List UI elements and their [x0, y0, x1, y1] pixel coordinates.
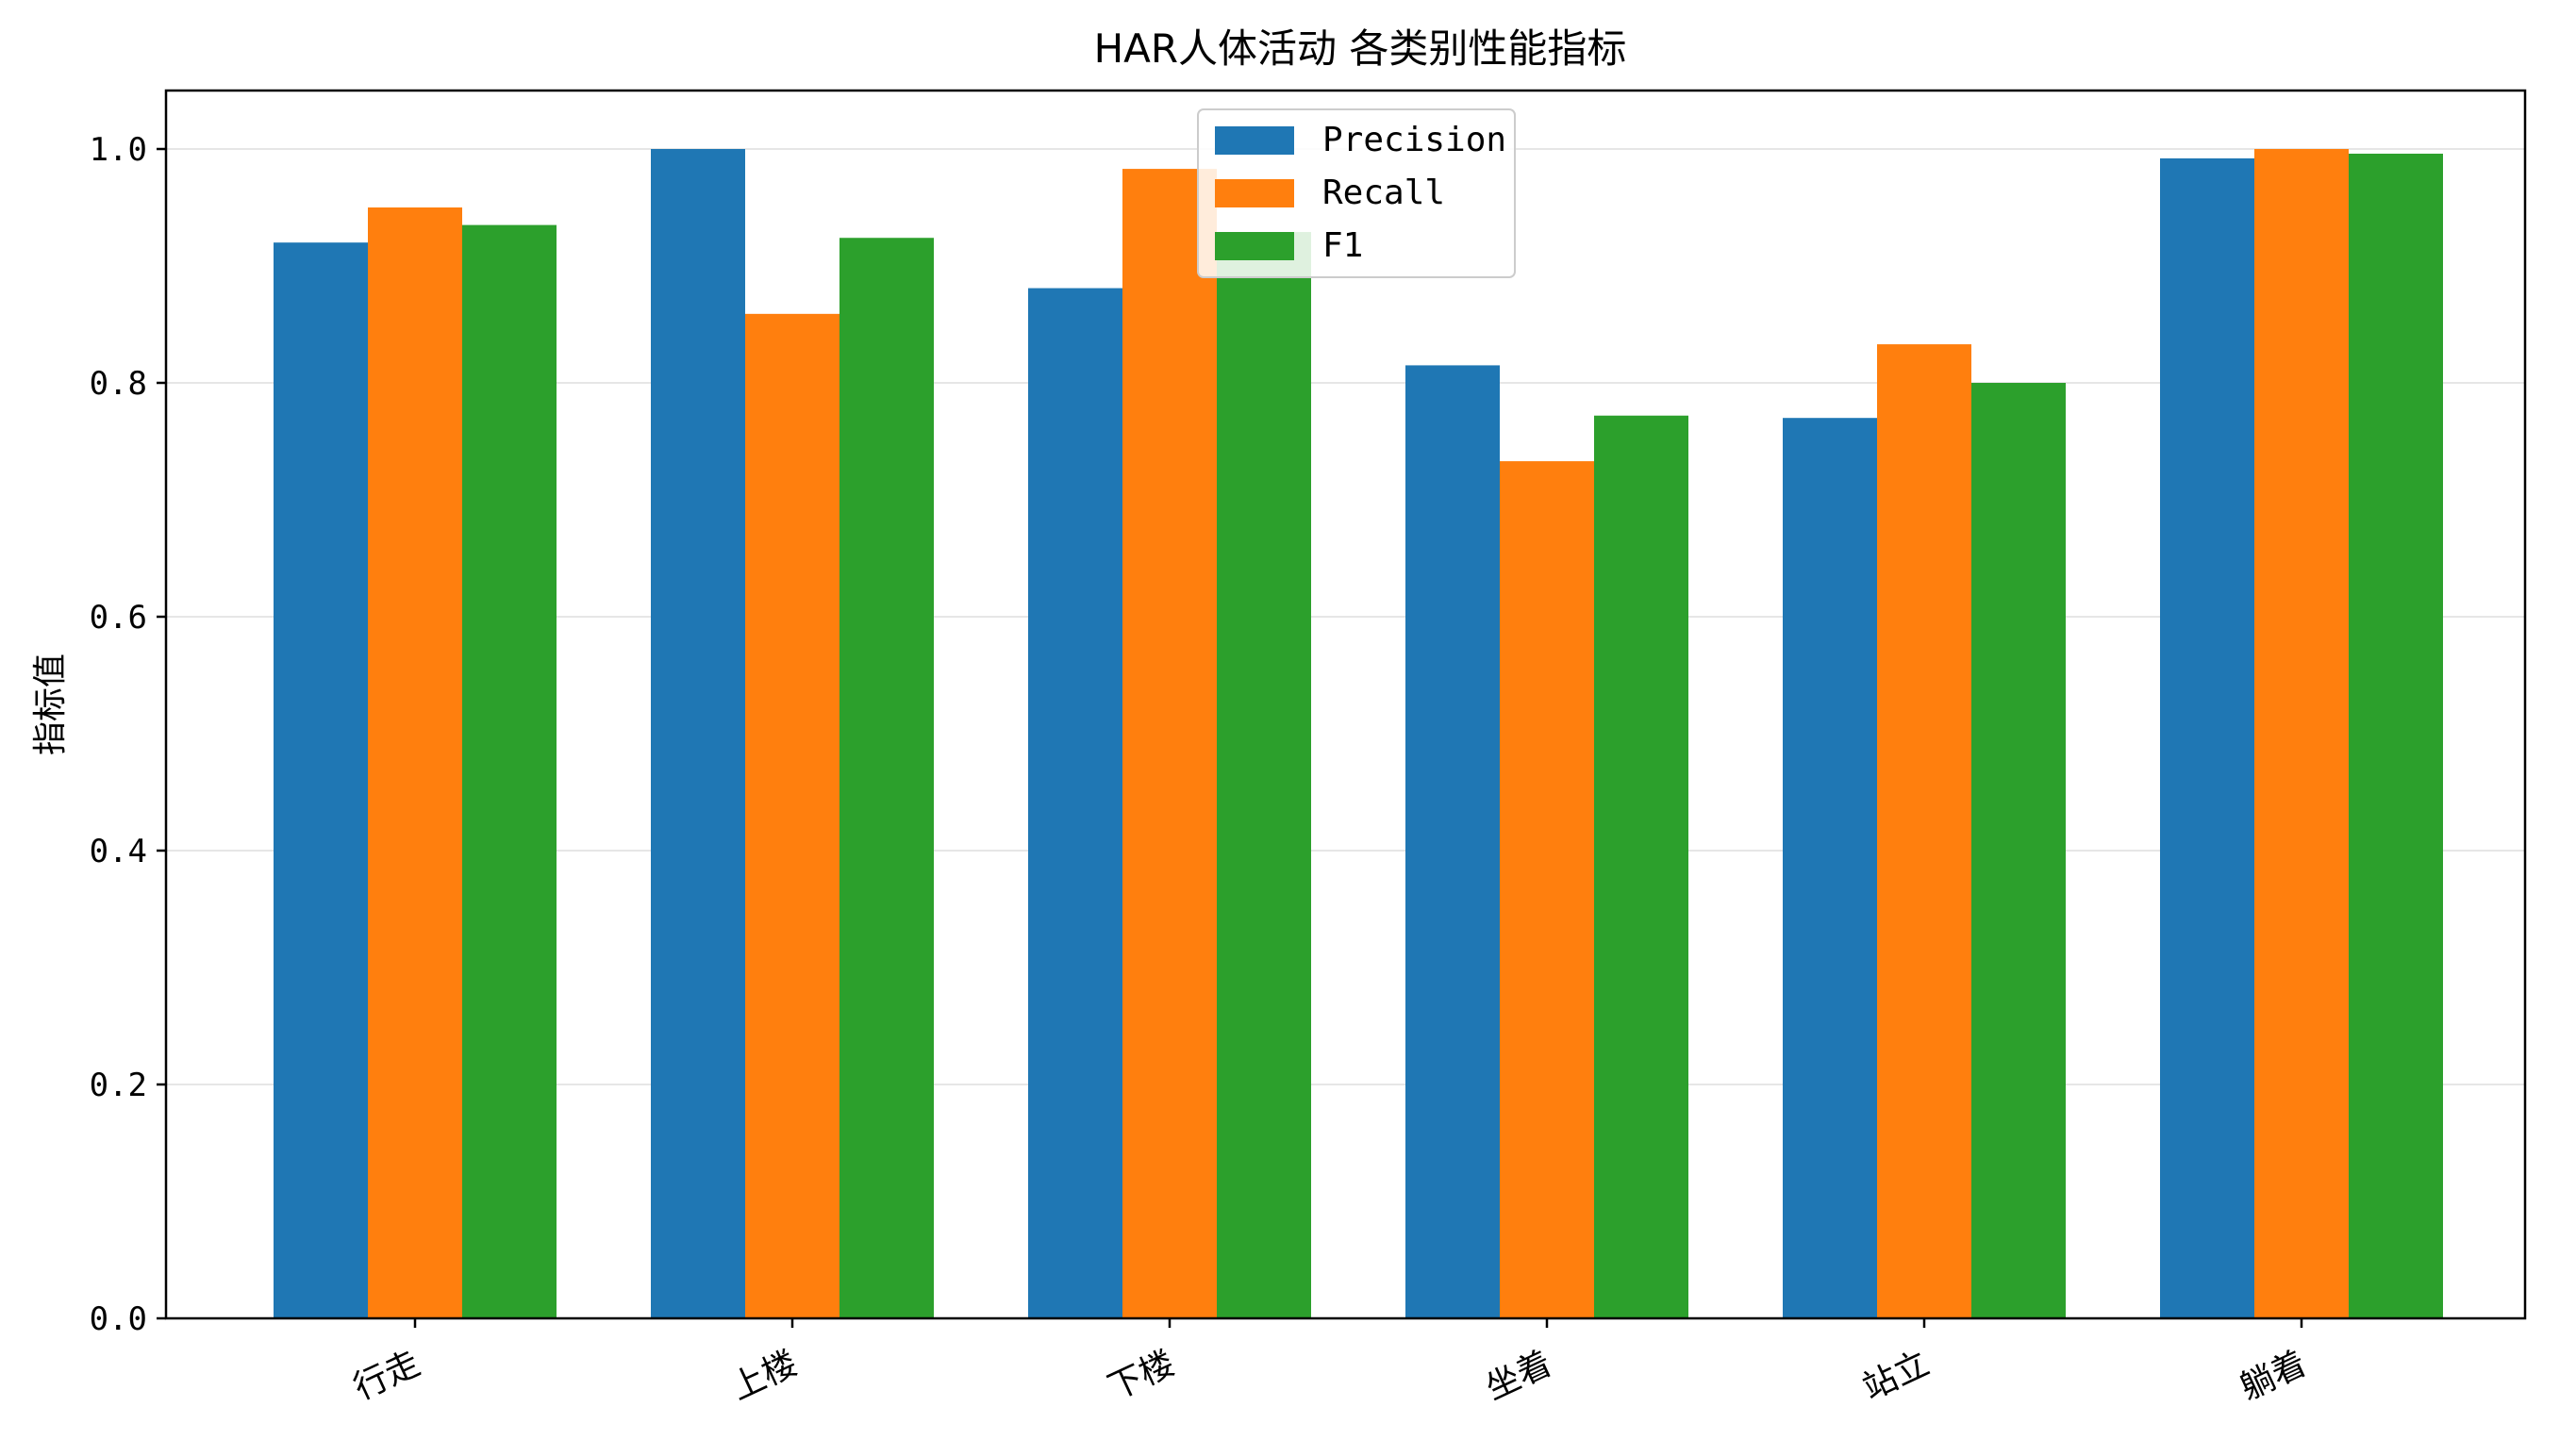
- legend-swatch-precision: [1215, 126, 1294, 155]
- y-axis: 0.0 0.2 0.4 0.6 0.8 1.0: [90, 131, 166, 1338]
- y-tick-label: 0.8: [90, 365, 147, 403]
- plot-frame: [164, 89, 2527, 1320]
- bar-f1-1: [839, 238, 934, 1319]
- bar-precision-3: [1405, 365, 1500, 1318]
- bar-precision-1: [651, 149, 745, 1318]
- legend-label-precision: Precision: [1322, 121, 1506, 159]
- bar-f1-0: [462, 224, 557, 1319]
- bar-recall-0: [368, 207, 462, 1318]
- y-tick-label: 0.2: [90, 1067, 147, 1104]
- y-axis-label: 指标值: [31, 654, 70, 755]
- bar-f1-3: [1594, 415, 1688, 1319]
- bar-precision-5: [2160, 157, 2254, 1318]
- bar-recall-5: [2254, 149, 2349, 1318]
- y-tick-label: 0.6: [90, 599, 147, 637]
- bar-f1-5: [2349, 153, 2443, 1319]
- bar-precision-4: [1783, 418, 1877, 1318]
- bar-f1-2: [1217, 232, 1311, 1318]
- legend-label-f1: F1: [1322, 226, 1363, 265]
- bar-recall-1: [745, 313, 839, 1319]
- bar-recall-4: [1877, 344, 1971, 1319]
- bar-precision-2: [1028, 288, 1122, 1318]
- chart-title: HAR人体活动 各类别性能指标: [1094, 25, 1627, 72]
- bar-precision-0: [274, 242, 368, 1319]
- bar-f1-4: [1971, 383, 2066, 1318]
- bar-recall-2: [1122, 169, 1217, 1319]
- y-tick-label: 1.0: [90, 131, 147, 169]
- bars: [274, 149, 2443, 1319]
- legend-swatch-recall: [1215, 179, 1294, 207]
- bar-recall-3: [1500, 461, 1594, 1319]
- legend-swatch-f1: [1215, 232, 1294, 260]
- legend: Precision Recall F1: [1197, 108, 1516, 278]
- y-tick-label: 0.0: [90, 1300, 147, 1338]
- y-tick-label: 0.4: [90, 833, 147, 870]
- legend-label-recall: Recall: [1322, 174, 1445, 212]
